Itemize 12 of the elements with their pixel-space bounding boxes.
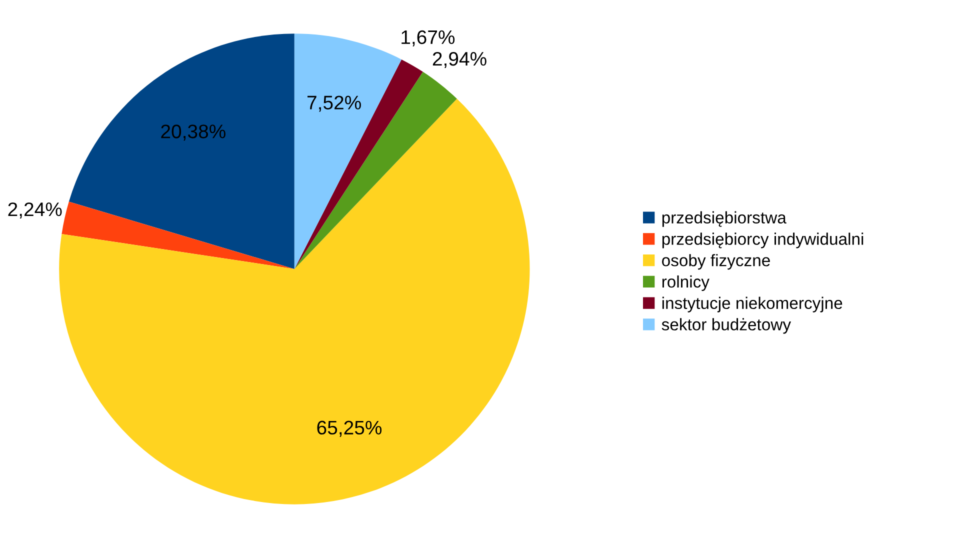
data-label: 2,24% xyxy=(8,202,62,219)
data-label: 1,67% xyxy=(402,30,455,46)
data-label: 65,25% xyxy=(317,420,382,437)
data-label: 7,52% xyxy=(308,96,361,112)
legend-label: osoby fizyczne xyxy=(662,254,770,270)
legend-label: rolnicy xyxy=(662,275,710,291)
legend-label: przedsiębiorstwa xyxy=(662,211,786,227)
legend-label: przedsiębiorcy indywidualni xyxy=(662,232,864,248)
data-label: 2,94% xyxy=(432,52,486,68)
legend-label: sektor budżetowy xyxy=(662,318,791,334)
data-label: 20,38% xyxy=(161,124,226,141)
legend-label: instytucje niekomercyjne xyxy=(662,296,842,312)
